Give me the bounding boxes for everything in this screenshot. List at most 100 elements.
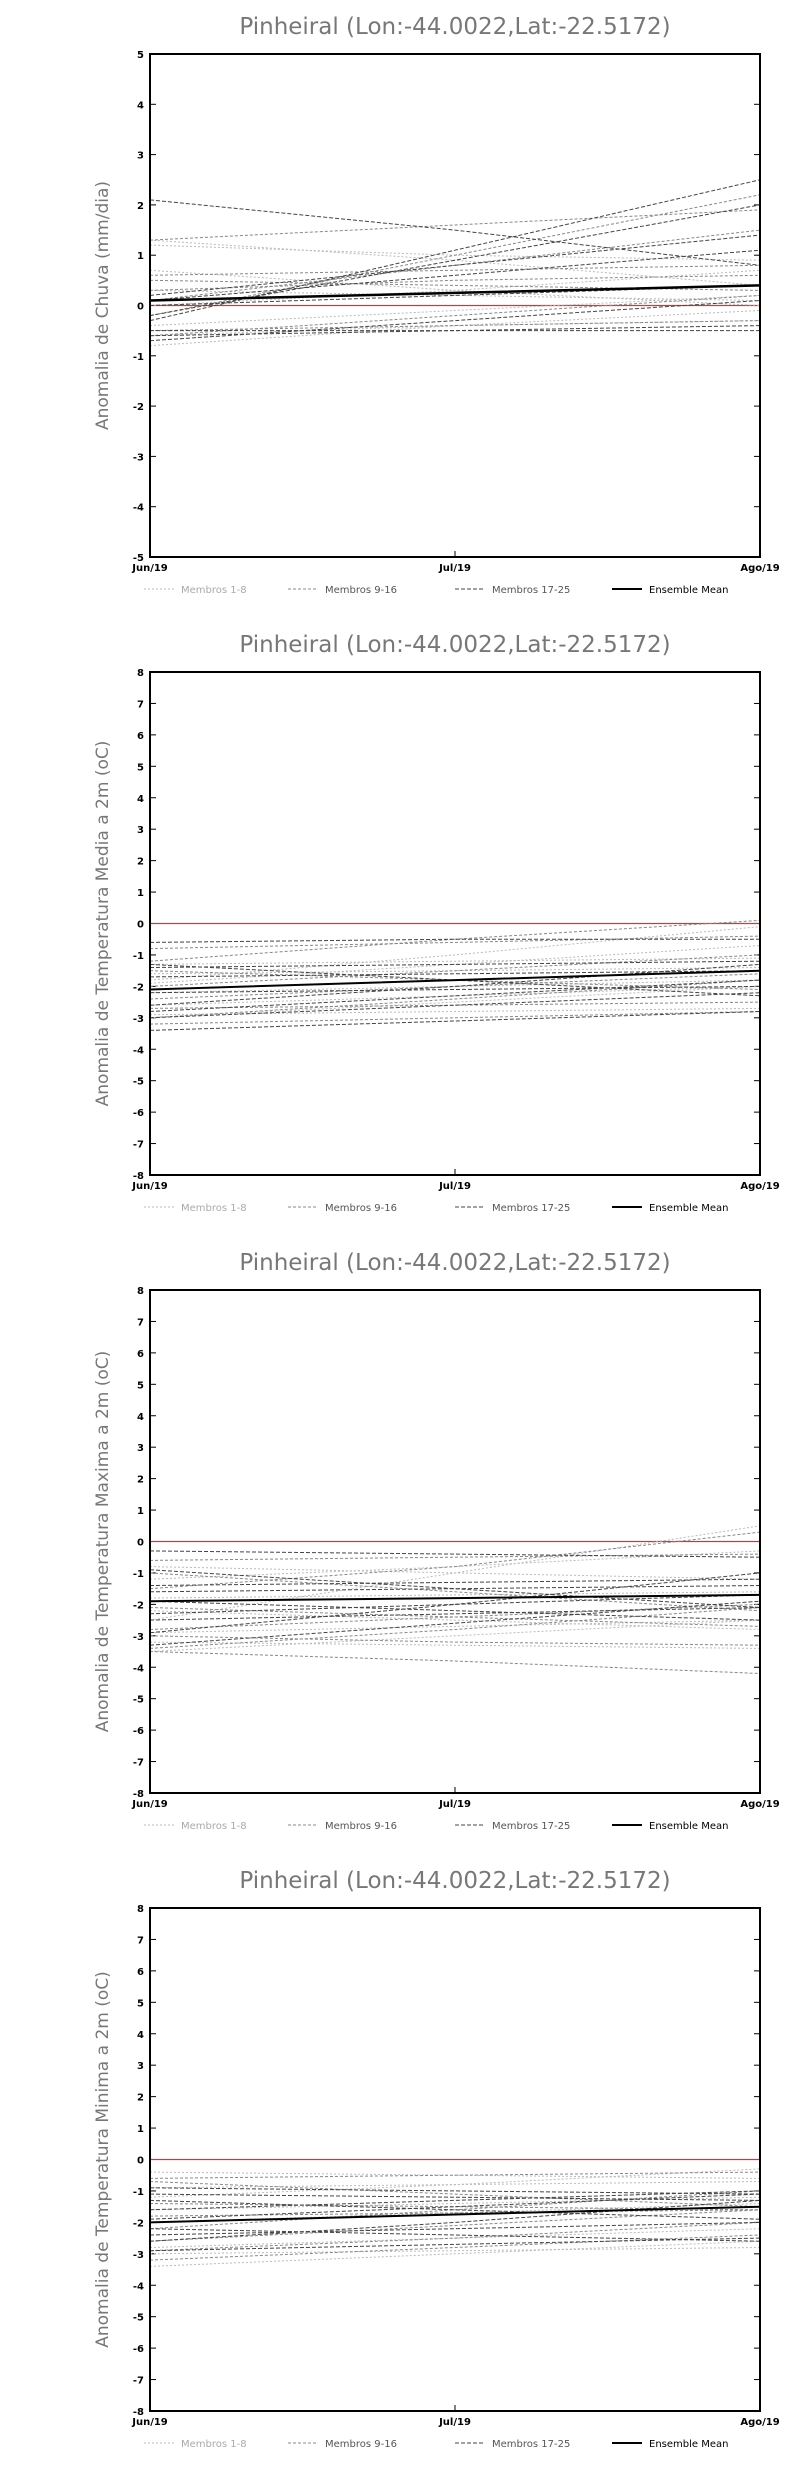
member-line	[149, 239, 761, 286]
member-line	[149, 1550, 761, 1558]
member-line	[149, 2193, 761, 2201]
member-line	[149, 1651, 761, 1674]
legend-label: Membros 1-8	[181, 1203, 247, 1214]
plot-frame	[149, 1907, 761, 2412]
legend-label: Ensemble Mean	[649, 1821, 728, 1832]
y-tick-label: 6	[137, 1349, 144, 1360]
y-tick-label: 1	[137, 1506, 144, 1517]
chart-title: Pinheiral (Lon:-44.0022,Lat:-22.5172)	[239, 632, 670, 658]
y-tick-label: -5	[133, 2313, 144, 2324]
member-line	[149, 2237, 761, 2252]
member-line	[149, 2234, 761, 2261]
plot-frame	[149, 1289, 761, 1794]
x-tick-label: Jul/19	[438, 2417, 471, 2428]
y-tick-label: 3	[137, 825, 144, 836]
y-tick-label: -5	[133, 553, 144, 564]
member-line	[149, 1619, 761, 1652]
member-line	[149, 935, 761, 950]
member-line	[149, 2171, 761, 2179]
plot-frame	[149, 671, 761, 1176]
member-line	[149, 2203, 761, 2211]
y-tick-label: -1	[133, 1569, 144, 1580]
legend-label: Membros 17-25	[492, 2439, 570, 2450]
y-axis-label: Anomalia de Temperatura Maxima a 2m (oC)	[93, 1351, 113, 1733]
member-line	[149, 294, 761, 327]
y-tick-label: -8	[133, 1789, 144, 1800]
legend-label: Ensemble Mean	[649, 2439, 728, 2450]
member-line	[149, 2187, 761, 2195]
member-line	[149, 1607, 761, 1649]
y-tick-label: -3	[133, 2250, 144, 2261]
member-line	[149, 2240, 761, 2267]
y-tick-label: 2	[137, 1475, 144, 1486]
member-line	[149, 1550, 761, 1580]
member-line	[149, 973, 761, 1000]
member-line	[149, 1591, 761, 1599]
y-tick-label: 3	[137, 2061, 144, 2072]
legend-label: Ensemble Mean	[649, 1203, 728, 1214]
y-tick-label: 4	[137, 2030, 144, 2041]
member-line	[149, 1600, 761, 1646]
y-tick-label: -4	[133, 2281, 144, 2292]
y-tick-label: -2	[133, 982, 144, 993]
member-line	[149, 1635, 761, 1646]
member-line	[149, 2247, 761, 2255]
y-tick-label: 5	[137, 762, 144, 773]
y-tick-label: 8	[137, 1904, 144, 1915]
member-line	[149, 979, 761, 1019]
member-line	[149, 244, 761, 261]
y-tick-label: 1	[137, 888, 144, 899]
ensemble-mean-line	[149, 1593, 761, 1603]
chart-panel-4: Pinheiral (Lon:-44.0022,Lat:-22.5172) Ano…	[93, 1868, 780, 2450]
plot-frame	[149, 53, 761, 558]
x-tick-label: Jun/19	[131, 563, 168, 574]
member-line	[149, 2221, 761, 2252]
member-line	[149, 954, 761, 987]
y-tick-label: -2	[133, 2218, 144, 2229]
y-tick-label: 0	[137, 1538, 144, 1549]
legend-label: Membros 1-8	[181, 2439, 247, 2450]
y-tick-label: -3	[133, 452, 144, 463]
legend-label: Membros 9-16	[325, 585, 397, 596]
y-tick-label: -7	[133, 2376, 144, 2387]
y-tick-label: 7	[137, 1317, 144, 1328]
y-tick-label: -4	[133, 1045, 144, 1056]
y-tick-label: 5	[137, 1998, 144, 2009]
chart-panel-2: Pinheiral (Lon:-44.0022,Lat:-22.5172) Ano…	[93, 632, 780, 1214]
y-tick-label: 1	[137, 2124, 144, 2135]
chart-panel-3: Pinheiral (Lon:-44.0022,Lat:-22.5172) Ano…	[93, 1250, 780, 1832]
member-line	[149, 2209, 761, 2217]
member-line	[149, 1607, 761, 1621]
y-tick-label: -6	[133, 1726, 144, 1737]
ensemble-mean-line	[149, 2205, 761, 2224]
member-line	[149, 985, 761, 1006]
x-tick-label: Jul/19	[438, 1799, 471, 1810]
legend-label: Membros 9-16	[325, 2439, 397, 2450]
y-tick-label: -1	[133, 951, 144, 962]
x-tick-label: Jun/19	[131, 1799, 168, 1810]
member-line	[149, 194, 761, 317]
member-line	[149, 1566, 761, 1580]
y-tick-label: -7	[133, 1758, 144, 1769]
legend-label: Membros 17-25	[492, 585, 570, 596]
member-line	[149, 264, 761, 276]
legend-label: Ensemble Mean	[649, 585, 728, 596]
y-tick-label: 5	[137, 1380, 144, 1391]
member-line	[149, 1610, 761, 1630]
member-line	[149, 945, 761, 984]
y-tick-label: -4	[133, 1663, 144, 1674]
chart-panel-1: Pinheiral (Lon:-44.0022,Lat:-22.5172) Ano…	[93, 14, 780, 596]
member-line	[149, 279, 761, 291]
chart-title: Pinheiral (Lon:-44.0022,Lat:-22.5172)	[239, 1868, 670, 1894]
y-tick-label: 5	[137, 50, 144, 61]
member-line	[149, 2228, 761, 2242]
y-tick-label: -3	[133, 1014, 144, 1025]
x-tick-label: Ago/19	[740, 563, 779, 574]
member-line	[149, 274, 761, 291]
member-line	[149, 320, 761, 337]
member-line	[149, 234, 761, 296]
member-line	[149, 957, 761, 965]
legend-label: Membros 17-25	[492, 1821, 570, 1832]
y-tick-label: 7	[137, 1935, 144, 1946]
